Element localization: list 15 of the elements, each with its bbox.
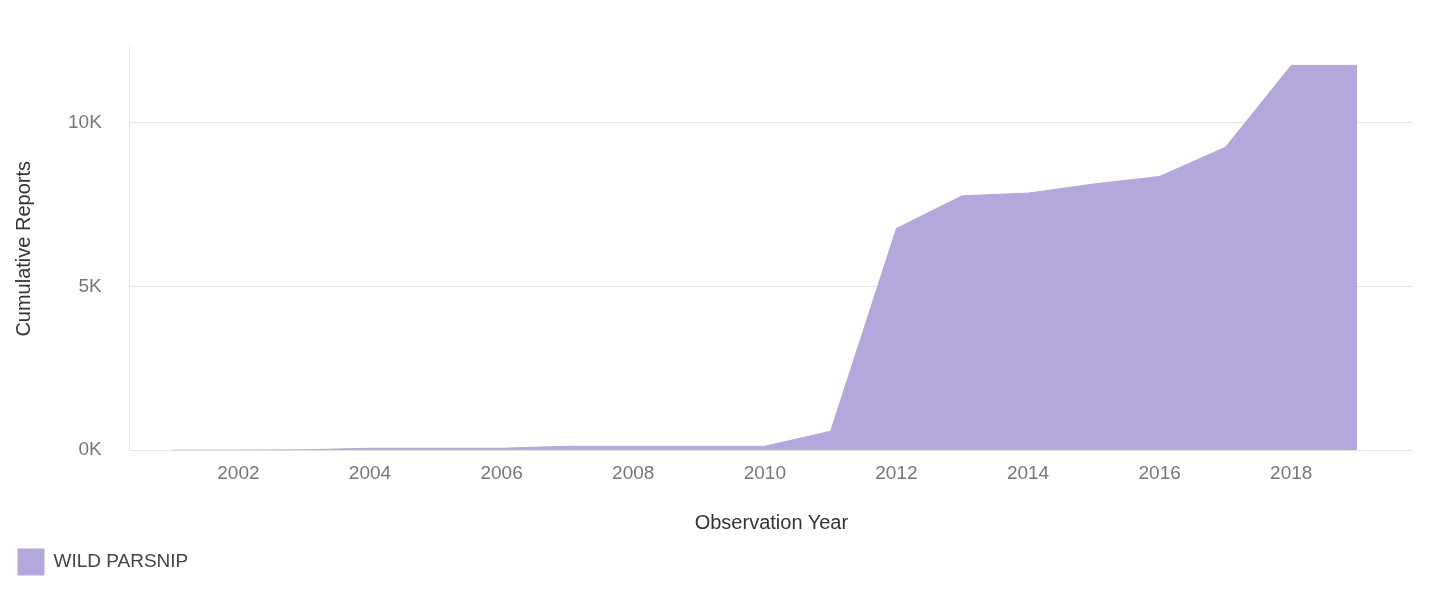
legend-label: WILD PARSNIP — [53, 550, 189, 572]
y-tick-label: 5K — [78, 274, 103, 296]
x-tick-label: 2016 — [1138, 461, 1181, 483]
x-tick-label: 2008 — [612, 461, 655, 483]
y-axis-title: Cumulative Reports — [11, 160, 34, 337]
x-tick-label: 2002 — [217, 461, 260, 483]
x-tick-label: 2014 — [1006, 461, 1050, 483]
x-tick-label: 2018 — [1270, 461, 1313, 483]
x-tick-label: 2010 — [743, 461, 786, 483]
x-tick-label: 2006 — [480, 461, 523, 483]
y-tick-label: 10K — [67, 110, 103, 132]
x-axis-title: Observation Year — [694, 510, 849, 533]
x-tick-label: 2012 — [875, 461, 918, 483]
y-tick-label: 0K — [78, 438, 103, 460]
x-tick-label: 2004 — [348, 461, 392, 483]
